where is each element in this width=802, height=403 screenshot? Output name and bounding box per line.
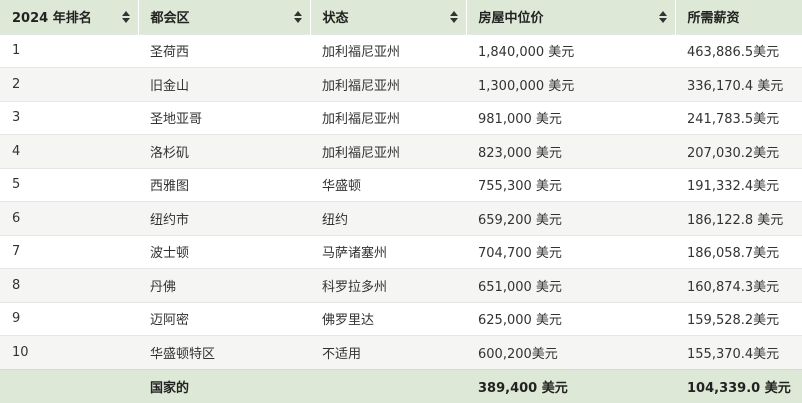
table-row: 10 华盛顿特区 不适用 600,200美元 155,370.4美元 [0, 335, 802, 369]
cell-metro: 丹佛 [138, 268, 310, 302]
cell-rank: 3 [0, 100, 138, 135]
table-row: 8 丹佛 科罗拉多州 651,000 美元 160,874.3美元 [0, 268, 802, 302]
cell-required-salary: 207,030.2美元 [675, 134, 802, 168]
cell-required-salary: 186,122.8 美元 [675, 201, 802, 235]
column-header-rank[interactable]: 2024 年排名 [0, 0, 139, 34]
cell-required-salary: 241,783.5美元 [675, 100, 802, 135]
sort-icon[interactable] [658, 10, 667, 23]
cell-required-salary: 191,332.4美元 [675, 167, 802, 202]
cell-state: 华盛顿 [310, 167, 466, 202]
cell-metro: 圣地亚哥 [138, 100, 310, 135]
cell-rank: 10 [0, 335, 138, 369]
cell-metro: 西雅图 [138, 167, 310, 202]
cell-required-salary: 463,886.5美元 [675, 33, 802, 68]
footer-cell-rank [0, 368, 138, 403]
sort-icon[interactable] [121, 10, 130, 23]
cell-median-price: 704,700 美元 [466, 234, 675, 269]
cell-metro: 迈阿密 [138, 301, 310, 336]
cell-rank: 8 [0, 268, 138, 302]
table-row: 9 迈阿密 佛罗里达 625,000 美元 159,528.2美元 [0, 301, 802, 336]
cell-state: 加利福尼亚州 [310, 100, 466, 135]
table-row: 2 旧金山 加利福尼亚州 1,300,000 美元 336,170.4 美元 [0, 67, 802, 101]
cell-required-salary: 336,170.4 美元 [675, 67, 802, 101]
column-header-metro[interactable]: 都会区 [138, 0, 311, 34]
cell-required-salary: 160,874.3美元 [675, 268, 802, 302]
column-header-median-price[interactable]: 房屋中位价 [466, 0, 676, 34]
cell-state: 马萨诸塞州 [310, 234, 466, 269]
table-row: 1 圣荷西 加利福尼亚州 1,840,000 美元 463,886.5美元 [0, 33, 802, 68]
cell-median-price: 1,300,000 美元 [466, 67, 675, 101]
cell-median-price: 625,000 美元 [466, 301, 675, 336]
table-footer: 国家的 389,400 美元 104,339.0 美元 [0, 368, 802, 403]
sort-icon[interactable] [293, 10, 302, 23]
column-header-required-salary[interactable]: 所需薪资 [675, 0, 802, 34]
table-row: 6 纽约市 纽约 659,200 美元 186,122.8 美元 [0, 201, 802, 235]
cell-rank: 6 [0, 201, 138, 235]
cell-state: 加利福尼亚州 [310, 67, 466, 101]
cell-required-salary: 155,370.4美元 [675, 335, 802, 369]
column-header-label: 所需薪资 [687, 11, 740, 27]
cell-state: 不适用 [310, 335, 466, 369]
table-row: 4 洛杉矶 加利福尼亚州 823,000 美元 207,030.2美元 [0, 134, 802, 168]
footer-cell-required-salary: 104,339.0 美元 [675, 368, 802, 403]
cell-state: 加利福尼亚州 [310, 134, 466, 168]
cell-metro: 旧金山 [138, 67, 310, 101]
column-header-label: 2024 年排名 [12, 11, 92, 27]
cell-median-price: 823,000 美元 [466, 134, 675, 168]
table-row: 5 西雅图 华盛顿 755,300 美元 191,332.4美元 [0, 167, 802, 202]
sort-icon[interactable] [449, 10, 458, 23]
cell-median-price: 981,000 美元 [466, 100, 675, 135]
cell-median-price: 1,840,000 美元 [466, 33, 675, 68]
cell-rank: 4 [0, 134, 138, 168]
footer-cell-median-price: 389,400 美元 [466, 368, 675, 403]
cell-rank: 1 [0, 33, 138, 68]
footer-cell-national-label: 国家的 [138, 368, 310, 403]
cell-required-salary: 159,528.2美元 [675, 301, 802, 336]
cell-median-price: 659,200 美元 [466, 201, 675, 235]
header-row: 2024 年排名 都会区 状态 房屋中位价 [0, 0, 802, 34]
cell-metro: 洛杉矶 [138, 134, 310, 168]
cell-rank: 7 [0, 234, 138, 269]
cell-metro: 华盛顿特区 [138, 335, 310, 369]
table-body: 1 圣荷西 加利福尼亚州 1,840,000 美元 463,886.5美元 2 … [0, 33, 802, 369]
cell-median-price: 651,000 美元 [466, 268, 675, 302]
cell-required-salary: 186,058.7美元 [675, 234, 802, 269]
cell-median-price: 600,200美元 [466, 335, 675, 369]
cell-state: 佛罗里达 [310, 301, 466, 336]
table-header: 2024 年排名 都会区 状态 房屋中位价 [0, 0, 802, 34]
table-row: 7 波士顿 马萨诸塞州 704,700 美元 186,058.7美元 [0, 234, 802, 269]
footer-row: 国家的 389,400 美元 104,339.0 美元 [0, 368, 802, 403]
footer-cell-state [310, 368, 466, 403]
column-header-label: 都会区 [150, 11, 190, 27]
cell-rank: 9 [0, 301, 138, 336]
cell-metro: 波士顿 [138, 234, 310, 269]
cell-state: 科罗拉多州 [310, 268, 466, 302]
cell-rank: 2 [0, 67, 138, 101]
table-row: 3 圣地亚哥 加利福尼亚州 981,000 美元 241,783.5美元 [0, 100, 802, 135]
cell-state: 纽约 [310, 201, 466, 235]
column-header-label: 房屋中位价 [478, 11, 544, 27]
cell-state: 加利福尼亚州 [310, 33, 466, 68]
column-header-state[interactable]: 状态 [310, 0, 467, 34]
cell-metro: 纽约市 [138, 201, 310, 235]
column-header-label: 状态 [322, 11, 349, 27]
cell-rank: 5 [0, 167, 138, 202]
cell-metro: 圣荷西 [138, 33, 310, 68]
cell-median-price: 755,300 美元 [466, 167, 675, 202]
